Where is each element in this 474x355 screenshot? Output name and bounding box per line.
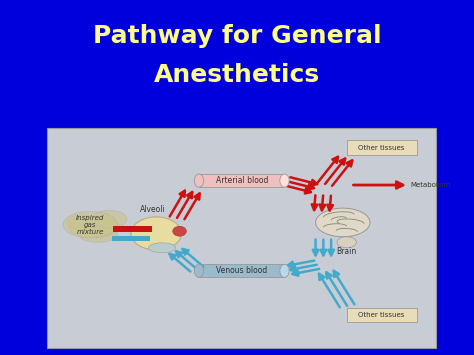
Text: Arterial blood: Arterial blood (216, 176, 268, 185)
Ellipse shape (69, 216, 119, 238)
Ellipse shape (316, 208, 370, 237)
Text: Inspired
gas
mixture: Inspired gas mixture (76, 215, 104, 235)
Ellipse shape (337, 237, 356, 248)
Text: Anesthetics: Anesthetics (154, 62, 320, 87)
Ellipse shape (131, 217, 182, 250)
Text: Metabolism: Metabolism (411, 182, 451, 188)
Ellipse shape (148, 243, 176, 253)
Ellipse shape (79, 227, 118, 242)
Bar (199, 174, 284, 187)
Ellipse shape (194, 264, 204, 278)
Ellipse shape (173, 226, 186, 236)
Text: Brain: Brain (337, 247, 357, 256)
Text: Venous blood: Venous blood (216, 266, 267, 275)
Text: Alveoli: Alveoli (139, 205, 165, 214)
Ellipse shape (67, 215, 98, 230)
Ellipse shape (92, 210, 127, 228)
Bar (113, 225, 152, 232)
FancyBboxPatch shape (346, 141, 417, 155)
Ellipse shape (280, 264, 289, 278)
FancyBboxPatch shape (346, 308, 417, 322)
Ellipse shape (280, 174, 289, 187)
Ellipse shape (63, 212, 118, 238)
Text: Other tissues: Other tissues (358, 144, 405, 151)
Ellipse shape (194, 174, 204, 187)
Bar (199, 264, 284, 278)
Text: Pathway for General: Pathway for General (93, 23, 381, 48)
Bar (111, 236, 150, 241)
Text: Other tissues: Other tissues (358, 312, 405, 318)
